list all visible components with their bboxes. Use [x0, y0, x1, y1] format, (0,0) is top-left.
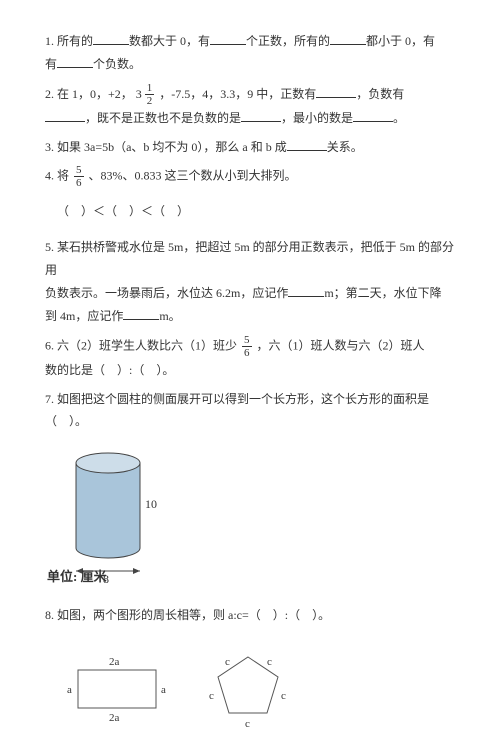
rect-label-bottom: 2a [109, 712, 120, 724]
blank [210, 34, 246, 45]
question-2: 2. 在 1，0，+2， 3 1 2 ，-7.5，4，3.3，9 中，正数有 ，负… [45, 82, 455, 130]
pent-label: c [245, 718, 250, 730]
q2-text: ，负数有 [356, 87, 404, 101]
fraction: 5 6 [74, 164, 84, 189]
fraction: 5 6 [242, 334, 252, 359]
q8-text: 8. 如图，两个图形的周长相等，则 a:c=（ ）:（ ）。 [45, 608, 330, 622]
blank [241, 111, 281, 122]
q2-text: 2. 在 1，0，+2， [45, 87, 133, 101]
q2-text: ，-7.5，4，3.3，9 中，正数有 [159, 87, 316, 101]
q5-text: 5. 某石拱桥警戒水位是 5m，把超过 5m 的部分用正数表示，把低于 5m 的… [45, 240, 454, 277]
blank [93, 34, 129, 45]
q1-text: 个负数。 [93, 57, 141, 71]
pent-label: c [209, 690, 214, 702]
denominator: 6 [74, 177, 84, 189]
q1-text: 有 [45, 57, 57, 71]
blank [57, 57, 93, 68]
q5-text: 负数表示。一场暴雨后，水位达 6.2m，应记作 [45, 286, 288, 300]
blank [123, 309, 159, 320]
blank [330, 34, 366, 45]
q7-text: 7. 如图把这个圆柱的侧面展开可以得到一个长方形，这个长方形的面积是 [45, 392, 429, 406]
blank [316, 87, 356, 98]
question-1: 1. 所有的 数都大于 0，有 个正数，所有的 都小于 0，有 有 个负数。 [45, 30, 455, 76]
cylinder-height-label: 10 [145, 497, 157, 511]
shapes-figure: 2a 2a a a c c c c c [53, 645, 455, 735]
question-4: 4. 将 5 6 、83%、0.833 这三个数从小到大排列。 [45, 164, 455, 189]
q4-text: 4. 将 [45, 169, 69, 183]
q6-text: 数的比是（ ）:（ ）。 [45, 363, 174, 377]
q2-text: ，既不是正数也不是负数的是 [85, 111, 241, 125]
blank [45, 111, 85, 122]
numerator: 5 [74, 164, 84, 177]
numerator: 5 [242, 334, 252, 347]
question-3: 3. 如果 3a=5b（a、b 均不为 0），那么 a 和 b 成 关系。 [45, 136, 455, 159]
q6-text: 6. 六（2）班学生人数比六（1）班少 [45, 338, 237, 352]
numerator: 1 [145, 82, 155, 95]
rect-label-right: a [161, 684, 166, 696]
q5-text: m。 [159, 309, 180, 323]
q2-text: 。 [393, 111, 405, 125]
q7-text: （ ）。 [45, 414, 87, 428]
q4-expression: （ ）＜（ ）＜（ ） [57, 200, 455, 223]
question-5: 5. 某石拱桥警戒水位是 5m，把超过 5m 的部分用正数表示，把低于 5m 的… [45, 236, 455, 327]
q2-text: ，最小的数是 [281, 111, 353, 125]
q5-text: m；第二天，水位下降 [324, 286, 441, 300]
q1-text: 个正数，所有的 [246, 34, 330, 48]
q1-text: 都小于 0，有 [366, 34, 435, 48]
question-8: 8. 如图，两个图形的周长相等，则 a:c=（ ）:（ ）。 [45, 604, 455, 627]
whole: 3 [136, 83, 142, 106]
pent-label: c [225, 656, 230, 668]
q1-text: 数都大于 0，有 [129, 34, 210, 48]
question-6: 6. 六（2）班学生人数比六（1）班少 5 6 ，六（1）班人数与六（2）班人 … [45, 334, 455, 382]
rect-label-top: 2a [109, 656, 120, 668]
cylinder-figure: 10 8 单位: 厘米 [53, 443, 455, 590]
rect-label-left: a [67, 684, 72, 696]
q4-text: 、83%、0.833 这三个数从小到大排列。 [89, 169, 297, 183]
question-7: 7. 如图把这个圆柱的侧面展开可以得到一个长方形，这个长方形的面积是 （ ）。 [45, 388, 455, 434]
q3-text: 3. 如果 3a=5b（a、b 均不为 0），那么 a 和 b 成 [45, 140, 287, 154]
blank [287, 140, 327, 151]
q1-text: 1. 所有的 [45, 34, 93, 48]
pent-label: c [267, 656, 272, 668]
pent-label: c [281, 690, 286, 702]
q6-text: ，六（1）班人数与六（2）班人 [257, 338, 425, 352]
denominator: 2 [145, 95, 155, 107]
mixed-fraction: 3 1 2 [136, 82, 157, 107]
blank [353, 111, 393, 122]
q5-text: 到 4m，应记作 [45, 309, 123, 323]
denominator: 6 [242, 347, 252, 359]
fraction: 1 2 [145, 82, 155, 107]
shapes-svg: 2a 2a a a c c c c c [53, 645, 313, 735]
q3-text: 关系。 [327, 140, 363, 154]
blank [288, 286, 324, 297]
